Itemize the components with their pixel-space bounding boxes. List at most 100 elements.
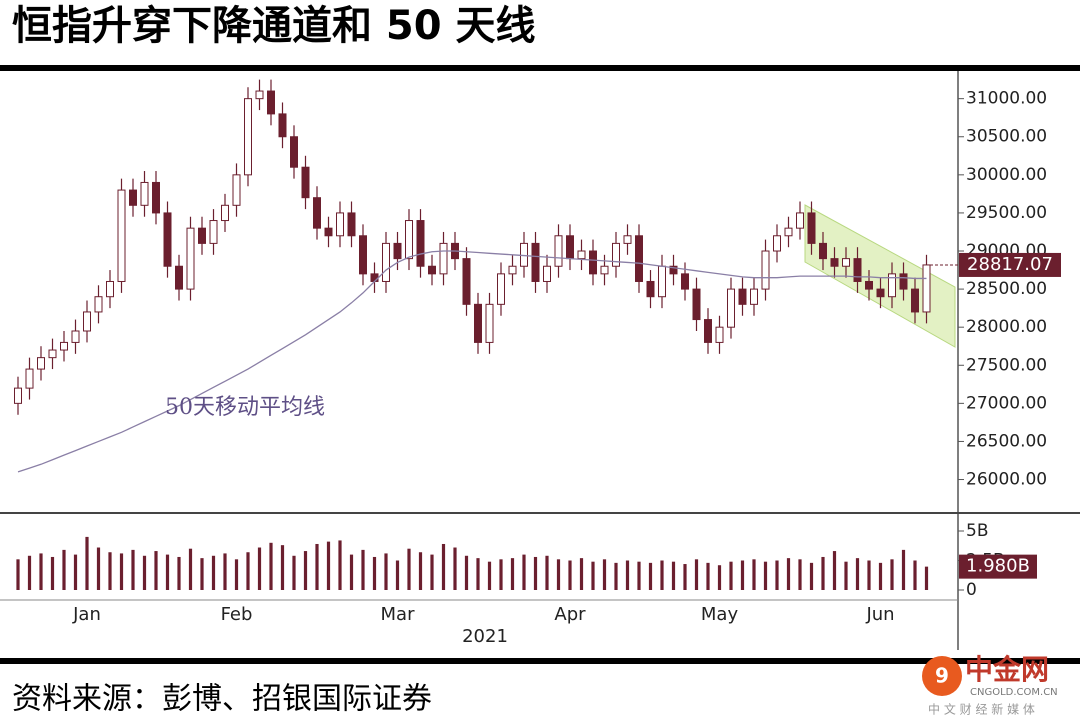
candle-body	[658, 265, 666, 298]
candle-body	[140, 181, 149, 206]
candle-body	[382, 242, 390, 282]
volume-bar	[752, 559, 756, 590]
volume-bar	[453, 547, 457, 590]
candle-body	[704, 319, 712, 343]
candle-body	[71, 330, 80, 343]
candle-body	[888, 273, 896, 298]
candle-body	[750, 288, 758, 305]
candle-body	[244, 98, 252, 176]
candle-body	[462, 258, 471, 305]
candle-body	[94, 296, 103, 313]
volume-bar	[211, 555, 216, 590]
candle-body	[589, 250, 597, 275]
y-tick-label: 26500.00	[966, 431, 1047, 451]
volume-bar	[476, 558, 480, 590]
candle-body	[129, 189, 137, 206]
volume-bar	[775, 560, 779, 590]
volume-bar	[16, 559, 20, 590]
candle-body	[405, 220, 413, 260]
candle-body	[175, 265, 183, 290]
volume-bar	[798, 559, 802, 590]
y-tick-label: 29500.00	[966, 203, 1047, 223]
volume-bar	[165, 554, 170, 590]
y-tick-label: 26000.00	[966, 470, 1047, 490]
volume-bar	[913, 560, 917, 590]
volume-bar	[878, 562, 883, 590]
volume-bar	[660, 560, 664, 590]
candle-body	[646, 280, 655, 298]
volume-bar	[763, 561, 768, 590]
candle-body	[819, 242, 827, 260]
volume-bar	[177, 556, 181, 590]
volume-bar	[269, 542, 273, 590]
candle-body	[221, 204, 229, 222]
candle-body	[600, 265, 609, 275]
volume-bar	[545, 555, 549, 590]
volume-bar	[234, 559, 239, 590]
candle-body	[681, 273, 689, 290]
volume-bar	[683, 564, 687, 590]
watermark-brand: 中金网	[965, 653, 1049, 686]
x-tick-label: Jan	[72, 604, 101, 625]
candle-body	[347, 212, 356, 237]
logo	[922, 656, 962, 696]
volume-bar	[694, 559, 699, 590]
volume-bar	[338, 540, 342, 590]
candle-body	[577, 250, 586, 260]
candle-body	[48, 349, 57, 359]
y-tick-label: 28000.00	[966, 317, 1047, 337]
volume-bar	[522, 554, 526, 590]
volume-bar	[246, 552, 250, 590]
volume-bar	[648, 562, 653, 590]
last-volume-box	[959, 554, 1037, 579]
volume-bar	[395, 560, 400, 590]
candle-body	[635, 235, 643, 282]
volume-bar	[39, 553, 43, 590]
candle-body	[290, 136, 298, 168]
candle-body	[543, 265, 551, 282]
volume-bar	[62, 549, 66, 590]
volume-bar	[740, 560, 745, 590]
candle-body	[428, 265, 436, 275]
candle-body	[876, 288, 885, 298]
candle-body	[60, 341, 68, 351]
volume-bar	[27, 555, 32, 590]
volume-bar	[223, 553, 227, 590]
moving-average	[17, 250, 927, 473]
volume-bar	[349, 554, 354, 590]
volume-bar	[637, 561, 641, 590]
candle-body	[612, 242, 620, 267]
volume-bar	[614, 562, 618, 590]
volume-bar	[119, 553, 124, 590]
volume-bar	[717, 565, 722, 590]
volume-bar	[464, 555, 469, 590]
candle-body	[727, 288, 735, 328]
volume-bar	[96, 547, 101, 590]
candle-body	[485, 303, 494, 343]
candle-body	[796, 212, 804, 229]
volume-bar	[844, 561, 848, 590]
volume-bar	[510, 558, 515, 590]
y-tick-label: 31000.00	[966, 89, 1047, 109]
x-tick-label: Apr	[554, 604, 586, 625]
candle-body	[313, 197, 321, 229]
volume-bar	[625, 560, 630, 590]
candle-body	[911, 288, 919, 313]
candle-body	[393, 242, 402, 260]
volume-bar	[671, 561, 676, 590]
volume-bar	[418, 552, 423, 590]
x-tick-label: Jun	[865, 604, 894, 625]
volume-bar	[108, 552, 112, 590]
volume-bar	[257, 547, 262, 590]
watermark-tagline: 中 文 财 经 新 媒 体	[928, 702, 1035, 717]
candle-body	[359, 235, 367, 275]
candle-body	[106, 280, 114, 298]
candle-body	[715, 326, 724, 343]
volume-bar	[786, 558, 791, 590]
candle-body	[669, 265, 678, 275]
candle-body	[255, 90, 264, 100]
x-tick-label: Feb	[221, 604, 253, 625]
volume-bar	[85, 536, 89, 590]
y-tick-label: 27000.00	[966, 393, 1047, 413]
volume-bar	[487, 561, 492, 590]
